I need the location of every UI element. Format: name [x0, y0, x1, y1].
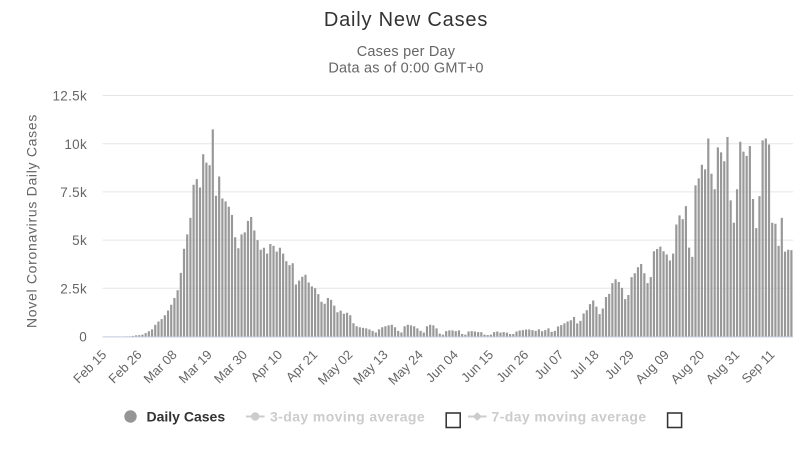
- svg-text:Daily Cases: Daily Cases: [147, 409, 226, 425]
- svg-text:3-day moving average: 3-day moving average: [270, 409, 425, 425]
- svg-text:0: 0: [79, 330, 87, 345]
- svg-text:Novel Coronavirus Daily Cases: Novel Coronavirus Daily Cases: [24, 114, 40, 328]
- svg-text:Data as of 0:00 GMT+0: Data as of 0:00 GMT+0: [328, 61, 483, 77]
- svg-text:12.5k: 12.5k: [52, 89, 87, 104]
- svg-text:2.5k: 2.5k: [60, 281, 87, 296]
- svg-text:Daily New Cases: Daily New Cases: [324, 9, 488, 31]
- svg-text:7.5k: 7.5k: [60, 185, 87, 200]
- svg-text:7-day moving average: 7-day moving average: [492, 409, 647, 425]
- svg-text:Cases per Day: Cases per Day: [357, 44, 456, 60]
- svg-text:10k: 10k: [64, 137, 87, 152]
- svg-text:5k: 5k: [72, 233, 87, 248]
